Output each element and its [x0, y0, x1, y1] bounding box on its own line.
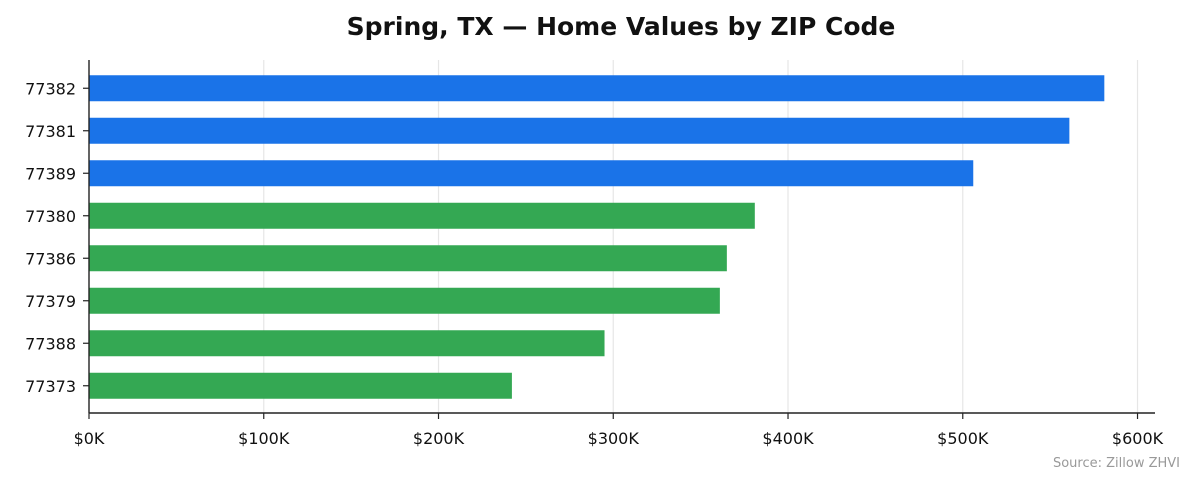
- y-tick-label: 77388: [25, 334, 76, 353]
- x-tick-label: $300K: [588, 429, 640, 448]
- bar: [89, 245, 727, 272]
- bar: [89, 75, 1105, 102]
- x-tick-label: $100K: [238, 429, 290, 448]
- bar: [89, 160, 974, 187]
- bar: [89, 117, 1070, 144]
- bar: [89, 372, 512, 399]
- source-note: Source: Zillow ZHVI: [1053, 456, 1180, 471]
- y-tick-label: 77380: [25, 207, 76, 226]
- y-tick-label: 77382: [25, 79, 76, 98]
- bar: [89, 287, 720, 314]
- x-tick-label: $400K: [762, 429, 814, 448]
- x-tick-labels: $0K $100K $200K $300K $400K $500K $600K: [74, 429, 1164, 448]
- y-tick-labels: 77382 77381 77389 77380 77386 77379 77388 77373: [25, 79, 76, 396]
- chart-title: Spring, TX — Home Values by ZIP Code: [347, 12, 896, 41]
- y-tick-label: 77373: [25, 377, 76, 396]
- x-tick-label: $600K: [1112, 429, 1164, 448]
- axes: [83, 60, 1155, 419]
- bar: [89, 330, 605, 357]
- x-tick-label: $200K: [413, 429, 465, 448]
- bars: [89, 75, 1105, 399]
- x-tick-label: $0K: [74, 429, 105, 448]
- y-tick-label: 77381: [25, 122, 76, 141]
- gridlines: [263, 60, 1139, 413]
- y-tick-label: 77379: [25, 292, 76, 311]
- x-tick-label: $500K: [937, 429, 989, 448]
- bar: [89, 202, 755, 229]
- y-tick-label: 77389: [25, 164, 76, 183]
- y-tick-label: 77386: [25, 249, 76, 268]
